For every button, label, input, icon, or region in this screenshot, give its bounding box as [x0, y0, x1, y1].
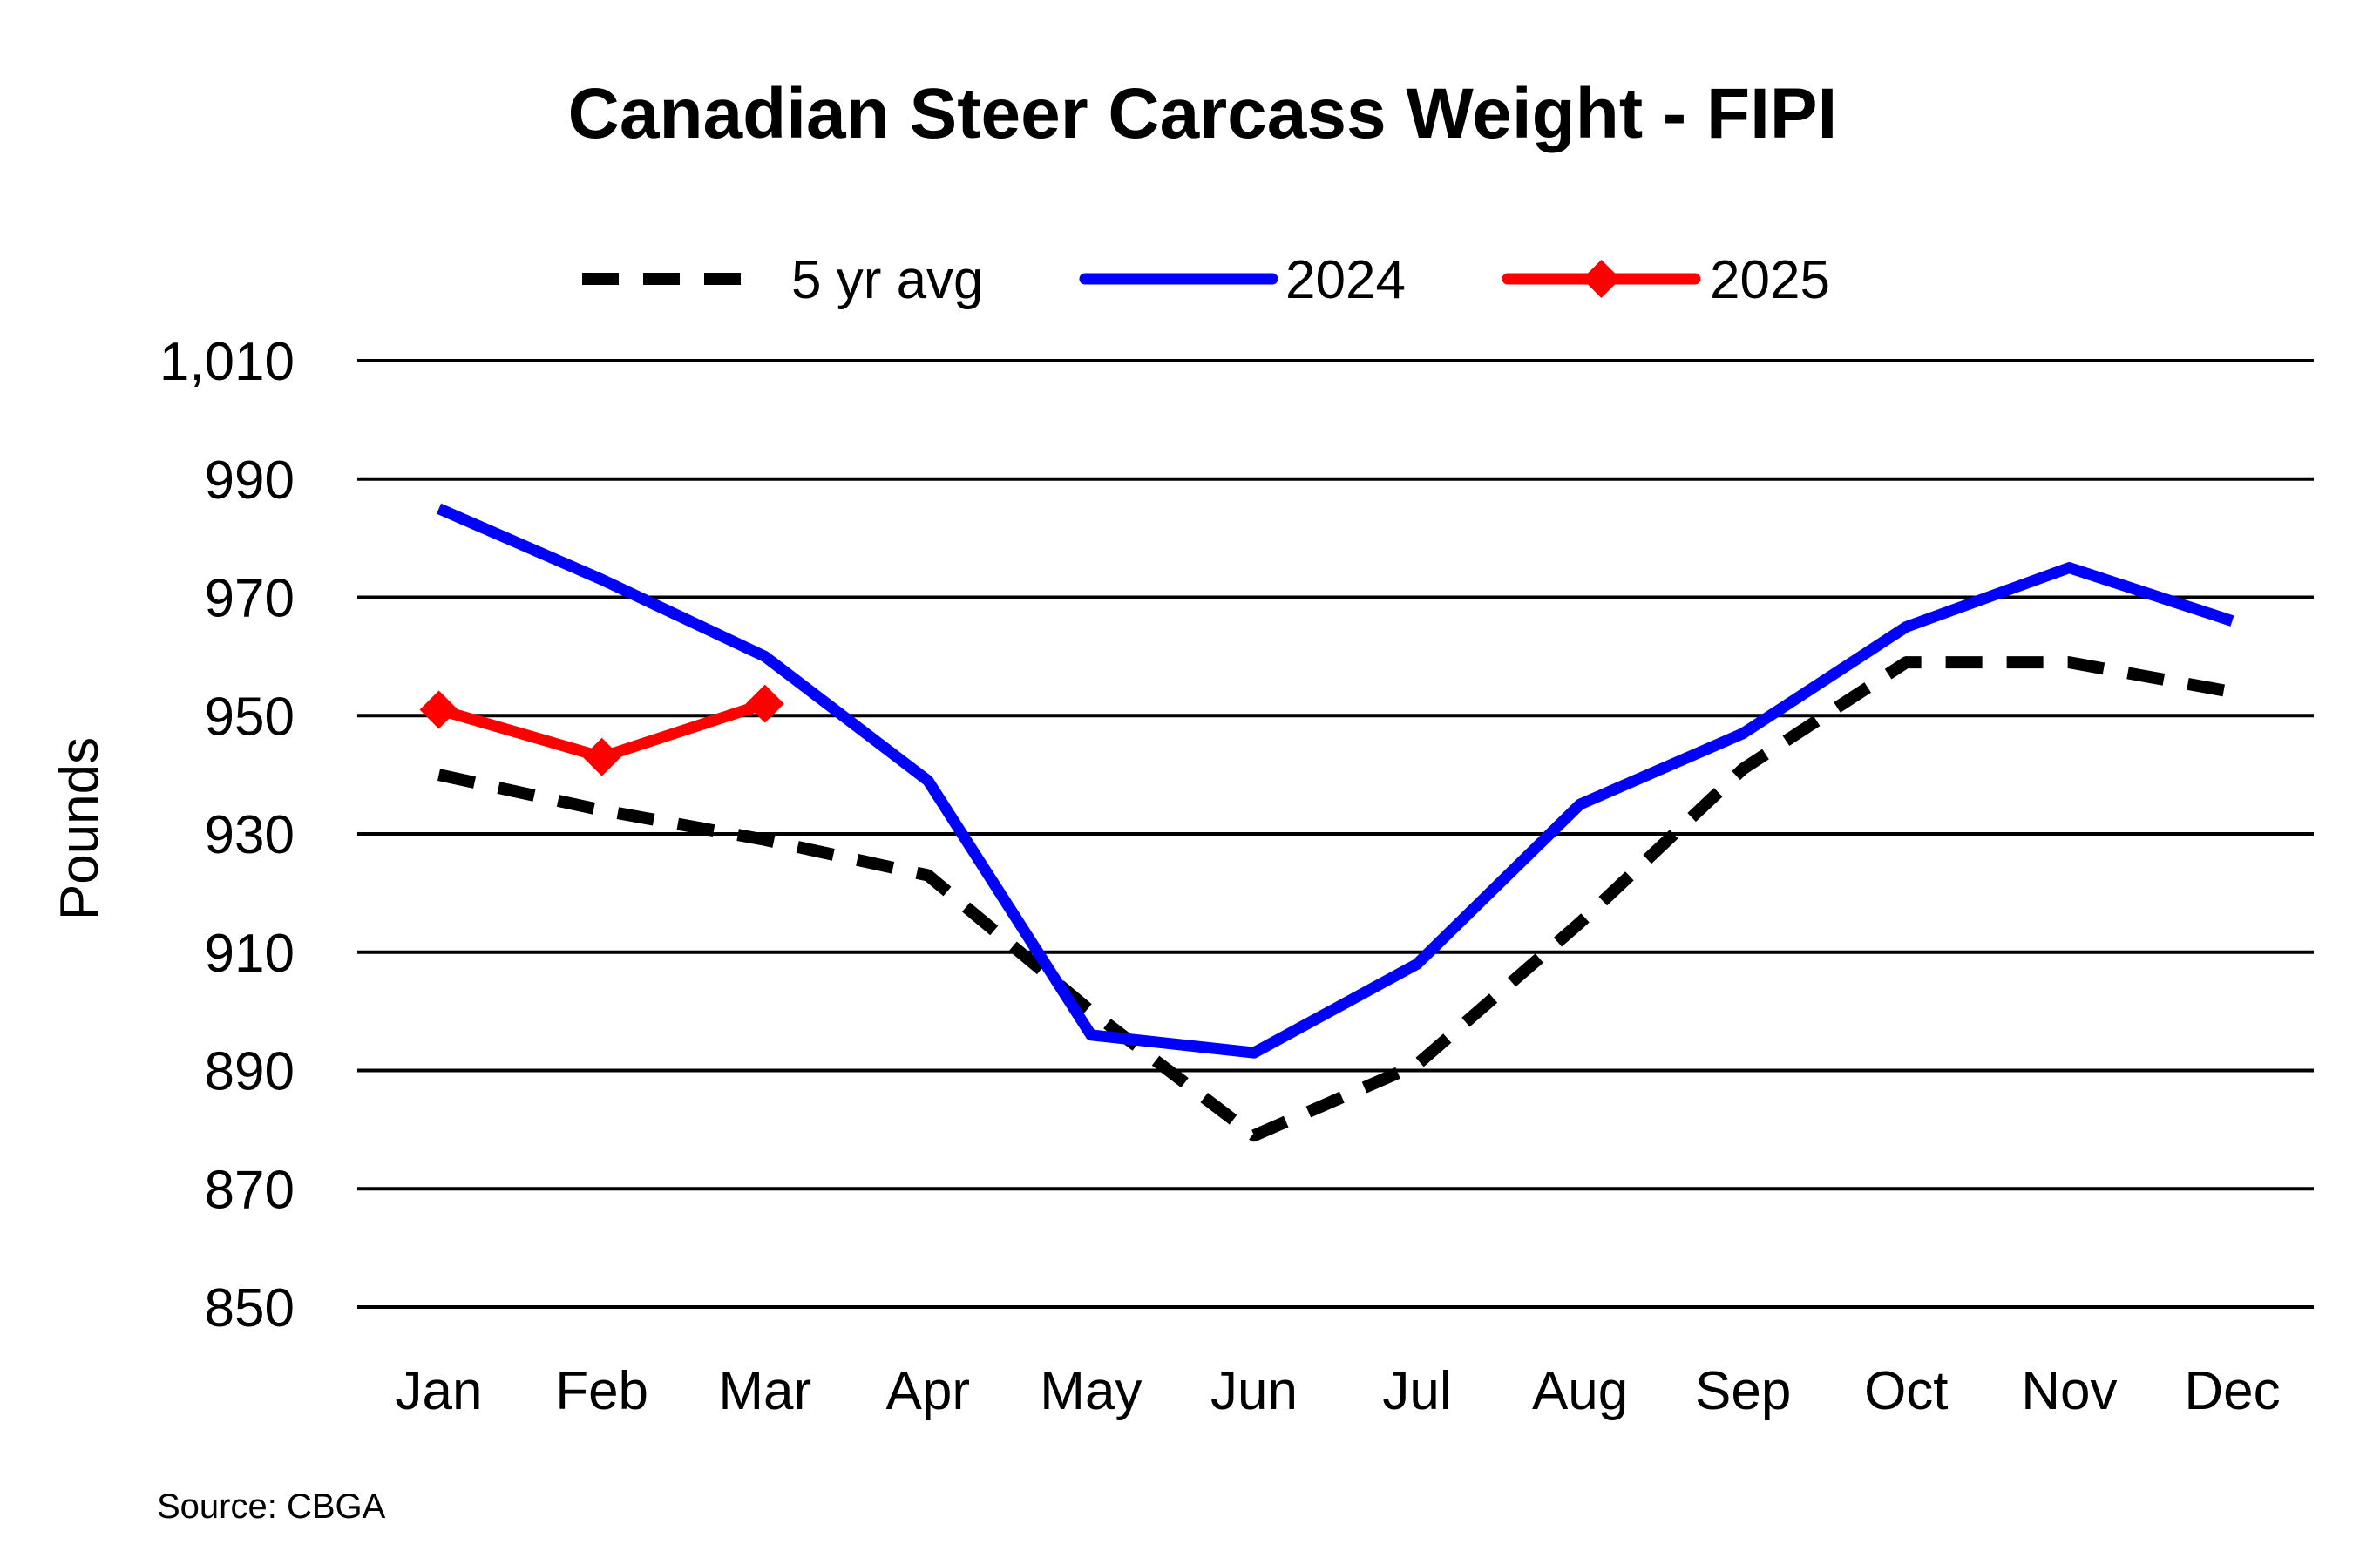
x-tick-label: May — [1040, 1361, 1142, 1421]
legend-marker — [1582, 260, 1621, 298]
y-tick-label: 990 — [205, 450, 295, 511]
series-5-yr-avg — [437, 656, 2234, 1142]
x-tick-label: Apr — [886, 1361, 970, 1421]
y-tick-label: 950 — [205, 687, 295, 747]
x-tick-label: Jun — [1210, 1361, 1298, 1421]
x-tick-label: Oct — [1864, 1361, 1948, 1421]
series-line — [436, 503, 2234, 1059]
y-tick-label: 1,010 — [159, 332, 295, 392]
series-layer — [419, 503, 2234, 1142]
legend-item: 5 yr avg — [582, 250, 984, 310]
y-tick-label: 970 — [205, 569, 295, 629]
y-axis-ticks: 850 870 890 910 930 950 970 990 1,010 — [159, 332, 295, 1338]
x-tick-label: Aug — [1532, 1361, 1628, 1421]
data-point-marker — [419, 690, 458, 729]
legend-label: 2025 — [1710, 250, 1830, 310]
legend-item: 2025 — [1502, 250, 1830, 310]
legend: 5 yr avg 2024 2025 — [582, 250, 1830, 310]
series-2024 — [436, 503, 2234, 1059]
x-tick-label: Jan — [396, 1361, 483, 1421]
legend-label: 2024 — [1285, 250, 1406, 310]
data-point-marker — [582, 737, 621, 776]
x-tick-label: Sep — [1695, 1361, 1791, 1421]
x-axis-ticks: Jan Feb Mar Apr May Jun Jul Aug Sep Oct Nov Dec — [396, 1361, 2281, 1421]
y-tick-label: 850 — [205, 1278, 295, 1338]
legend-label: 5 yr avg — [791, 250, 984, 310]
y-tick-label: 870 — [205, 1160, 295, 1220]
x-tick-label: Mar — [718, 1361, 811, 1421]
y-tick-label: 930 — [205, 805, 295, 865]
y-tick-label: 890 — [205, 1042, 295, 1102]
source-note: Source: CBGA — [157, 1487, 386, 1526]
data-point-marker — [745, 684, 784, 723]
x-tick-label: Jul — [1382, 1361, 1451, 1421]
chart-title: Canadian Steer Carcass Weight - FIPI — [568, 74, 1838, 153]
y-tick-label: 910 — [205, 924, 295, 984]
x-tick-label: Dec — [2184, 1361, 2280, 1421]
series-2025 — [419, 684, 784, 776]
x-tick-label: Feb — [555, 1361, 648, 1421]
y-axis-title: Pounds — [50, 737, 110, 920]
gridlines — [357, 359, 2314, 1309]
series-line — [437, 656, 2234, 1142]
x-tick-label: Nov — [2021, 1361, 2117, 1421]
legend-item: 2024 — [1079, 250, 1406, 310]
